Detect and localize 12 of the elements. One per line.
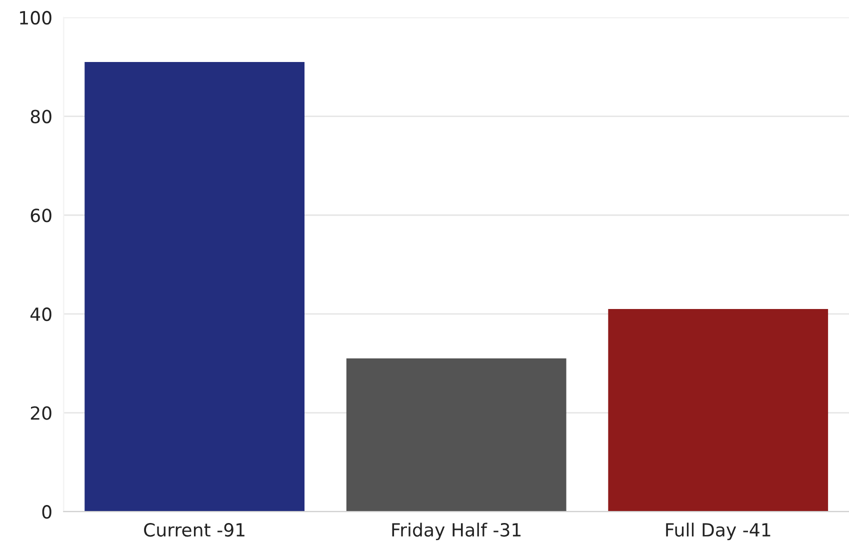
y-tick-label: 100 [20,10,52,25]
bar [608,309,828,512]
y-tick-label: 80 [30,110,52,124]
x-tick-label: Full Day -41 [666,522,770,540]
y-tick-label: 20 [30,406,52,420]
bar [84,62,305,512]
y-tick-label: 0 [42,505,52,519]
y-tick-label: 60 [30,208,52,222]
x-tick-label: Current -91 [144,523,244,537]
bar [346,358,566,512]
y-tick-label: 40 [30,307,52,322]
x-tick-label: Friday Half -31 [392,522,521,540]
